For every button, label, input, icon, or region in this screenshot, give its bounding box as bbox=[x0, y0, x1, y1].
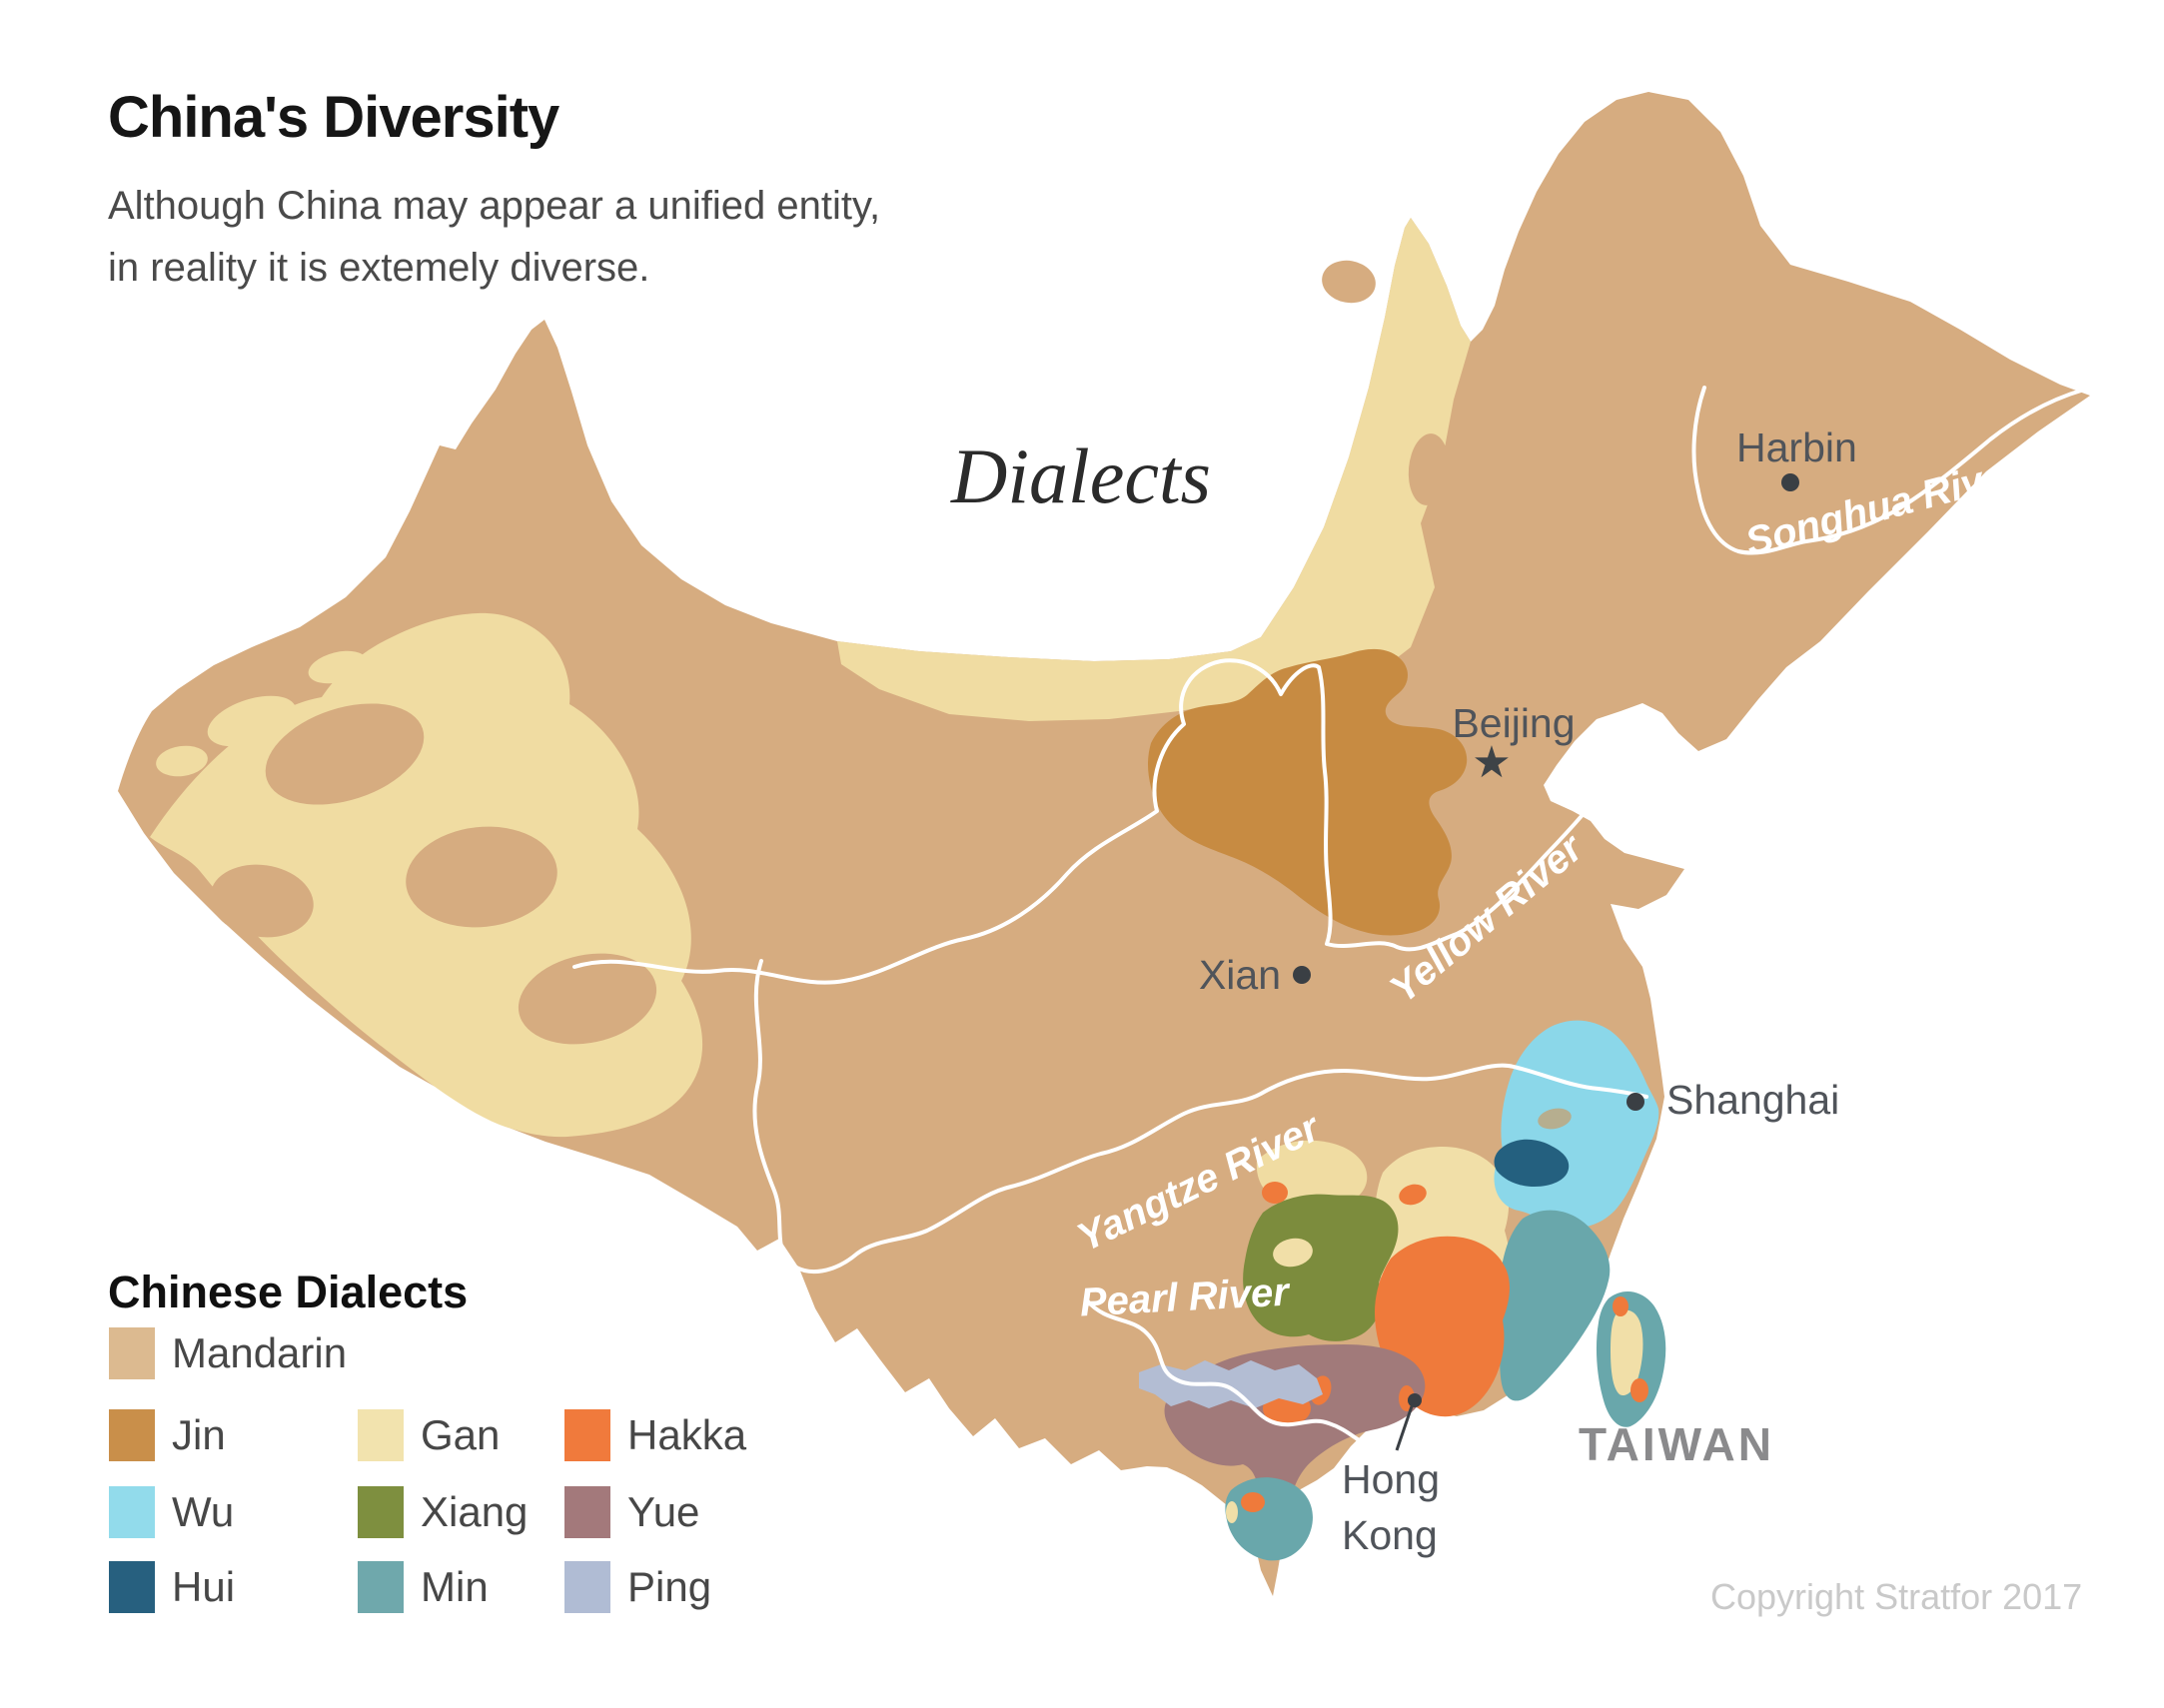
legend-item-ping: Ping bbox=[564, 1561, 711, 1613]
header: China's Diversity Although China may app… bbox=[108, 84, 1007, 299]
map-section-label: Dialects bbox=[950, 432, 1211, 519]
subtitle-line-2: in reality it is extemely diverse. bbox=[108, 246, 650, 290]
jin-color-swatch bbox=[109, 1409, 155, 1461]
legend-label: Hui bbox=[172, 1563, 236, 1610]
region-hainan-min bbox=[1225, 1477, 1313, 1561]
mandarin-color-swatch bbox=[109, 1327, 155, 1379]
region-xiang bbox=[1243, 1194, 1399, 1341]
hong-kong-pointer-line bbox=[1395, 1405, 1414, 1451]
hainan-hakka-pocket bbox=[1241, 1492, 1265, 1512]
tan-marble-2 bbox=[210, 864, 314, 938]
legend-item-min: Min bbox=[358, 1561, 489, 1613]
legend-label: Gan bbox=[421, 1411, 501, 1458]
legend-label: Xiang bbox=[421, 1488, 529, 1535]
tan-marble-4 bbox=[518, 953, 657, 1045]
xiang-color-swatch bbox=[358, 1486, 404, 1538]
river-lines bbox=[572, 386, 2086, 1453]
city-label-harbin: Harbin bbox=[1736, 425, 1857, 470]
legend-item-gan: Gan bbox=[358, 1409, 500, 1461]
city-dot-shanghai bbox=[1626, 1093, 1644, 1111]
gan-hakka-pocket bbox=[1399, 1184, 1427, 1206]
legend-label: Hakka bbox=[627, 1411, 747, 1458]
hui-color-swatch bbox=[109, 1561, 155, 1613]
tan-marble-band bbox=[1408, 433, 1450, 505]
taiwan-label: TAIWAN bbox=[1579, 1418, 1774, 1470]
songhua-river-line bbox=[1691, 386, 2086, 555]
xiang-cream-hole bbox=[1273, 1238, 1313, 1268]
wu-color-swatch bbox=[109, 1486, 155, 1538]
legend-title: Chinese Dialects bbox=[108, 1267, 469, 1317]
ping-color-swatch bbox=[564, 1561, 610, 1613]
region-ping bbox=[1139, 1360, 1323, 1408]
legend-item-hakka: Hakka bbox=[564, 1409, 746, 1461]
legend-item-jin: Jin bbox=[109, 1409, 226, 1461]
gan-color-swatch bbox=[358, 1409, 404, 1461]
city-dot-xian bbox=[1293, 966, 1311, 984]
yellow-river-line bbox=[572, 658, 1609, 985]
legend-item-xiang: Xiang bbox=[358, 1486, 528, 1538]
taiwan-hakka-pocket-2 bbox=[1630, 1378, 1648, 1402]
page-subtitle: Although China may appear a unified enti… bbox=[108, 175, 1007, 299]
city-label-hong-kong-line1: Hong bbox=[1342, 1456, 1440, 1502]
yue-color-swatch bbox=[564, 1486, 610, 1538]
region-cream-northeast-band bbox=[837, 218, 1471, 797]
cream-islet-1 bbox=[207, 695, 297, 747]
region-jin bbox=[1148, 648, 1468, 936]
city-label-xian: Xian bbox=[1199, 952, 1281, 998]
guizhou-hakka-pocket bbox=[1262, 1182, 1288, 1204]
page-title: China's Diversity bbox=[108, 85, 559, 150]
city-label-hong-kong-line2: Kong bbox=[1342, 1512, 1438, 1558]
tan-marble-1 bbox=[265, 703, 425, 805]
tan-marble-3 bbox=[406, 826, 557, 928]
subtitle-line-1: Although China may appear a unified enti… bbox=[108, 184, 881, 228]
legend-item-hui: Hui bbox=[109, 1561, 235, 1613]
cream-islet-3 bbox=[308, 650, 368, 684]
legend-label: Wu bbox=[172, 1488, 235, 1535]
city-label-beijing: Beijing bbox=[1452, 700, 1575, 746]
legend-label: Yue bbox=[627, 1488, 700, 1535]
legend-label: Ping bbox=[627, 1563, 712, 1610]
legend-label: Mandarin bbox=[172, 1329, 348, 1376]
region-min-fujian bbox=[1497, 1210, 1611, 1401]
cream-islet-2 bbox=[156, 745, 208, 777]
yangtze-river-line bbox=[752, 959, 1648, 1275]
copyright-notice: Copyright Stratfor 2017 bbox=[1710, 1576, 2083, 1617]
taiwan-hakka-pocket-1 bbox=[1613, 1296, 1628, 1316]
region-hui bbox=[1494, 1139, 1570, 1187]
taiwan-cream-interior bbox=[1611, 1309, 1643, 1396]
legend-label: Jin bbox=[172, 1411, 226, 1458]
city-label-shanghai: Shanghai bbox=[1666, 1077, 1839, 1123]
capital-star-icon: ★ bbox=[1472, 738, 1511, 787]
hainan-cream-sliver bbox=[1226, 1501, 1238, 1523]
legend-item-yue: Yue bbox=[564, 1486, 699, 1538]
pearl-river-line bbox=[1085, 1298, 1413, 1453]
legend-item-mandarin: Mandarin bbox=[109, 1327, 347, 1379]
city-dot-harbin bbox=[1781, 473, 1799, 491]
min-color-swatch bbox=[358, 1561, 404, 1613]
legend-label: Min bbox=[421, 1563, 489, 1610]
legend-item-wu: Wu bbox=[109, 1486, 234, 1538]
tai-lake bbox=[1538, 1108, 1572, 1130]
tan-marble-manchuria bbox=[1322, 260, 1376, 304]
hakka-color-swatch bbox=[564, 1409, 610, 1461]
city-dot-hong-kong bbox=[1408, 1393, 1422, 1407]
